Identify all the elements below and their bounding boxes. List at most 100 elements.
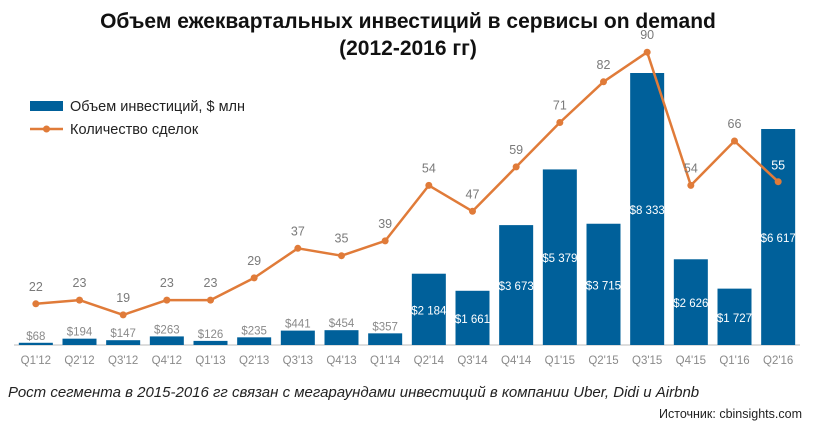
deals-value-label: 59 [509, 143, 523, 157]
deals-point-Q3'13 [294, 244, 302, 252]
bar-value-label: $194 [67, 327, 93, 339]
chart-title-line1: Объем ежеквартальных инвестиций в сервис… [100, 10, 716, 33]
bar-Q3'15 [630, 73, 665, 345]
x-tick-label: Q2'14 [414, 355, 445, 367]
deals-point-Q1'15 [556, 119, 564, 126]
x-tick-label: Q2'16 [763, 355, 793, 367]
deals-point-Q2'13 [250, 274, 258, 282]
deals-value-label: 47 [466, 187, 480, 201]
x-tick-label: Q1'14 [370, 355, 401, 367]
x-tick-label: Q4'13 [326, 355, 356, 367]
deals-value-label: 35 [335, 232, 349, 246]
deals-point-Q2'15 [600, 78, 607, 86]
source-note: Источник: cbinsights.com [659, 407, 802, 421]
bar-value-label: $1 727 [717, 313, 752, 325]
deals-line [35, 50, 780, 317]
bar-Q4'13 [324, 330, 359, 345]
deals-value-label: 29 [247, 254, 261, 268]
bar-Q1'13 [193, 340, 228, 345]
deals-value-label: 54 [684, 161, 698, 175]
bar-value-label: $441 [285, 319, 311, 331]
legend-line-label: Количество сделок [70, 122, 199, 138]
x-tick-label: Q3'13 [283, 355, 313, 367]
bar-value-label: $357 [372, 321, 398, 333]
x-tick-label: Q3'15 [632, 355, 662, 367]
deals-point-Q3'14 [469, 207, 476, 215]
x-tick-label: Q1'12 [21, 355, 51, 367]
bar-value-label: $126 [198, 329, 224, 341]
deals-point-Q3'15 [643, 48, 651, 56]
bar-value-label: $6 617 [761, 233, 796, 245]
x-tick-label: Q1'16 [719, 355, 749, 367]
bar-Q2'12 [62, 338, 97, 345]
bar-value-label: $1 661 [455, 314, 490, 326]
bar-Q2'15 [586, 223, 621, 345]
deals-value-label: 39 [378, 217, 392, 231]
x-tick-label: Q3'12 [108, 355, 138, 367]
x-tick-label: Q2'15 [588, 355, 618, 367]
bar-value-label: $68 [26, 331, 45, 343]
x-tick-label: Q4'12 [152, 355, 182, 367]
footnote: Рост сегмента в 2015-2016 гг связан с ме… [8, 384, 700, 401]
bar-Q4'12 [149, 336, 184, 345]
deals-point-Q4'13 [338, 252, 345, 260]
legend-bar-swatch [30, 101, 63, 111]
bar-value-label: $263 [154, 324, 180, 336]
bar-Q3'12 [106, 340, 141, 345]
bar-Q1'16 [717, 288, 752, 345]
bar-value-label: $2 184 [411, 305, 447, 317]
deals-point-Q4'15 [687, 181, 695, 189]
bar-Q4'15 [673, 259, 708, 345]
deals-point-Q2'14 [425, 181, 433, 189]
deals-point-Q1'13 [207, 296, 214, 304]
deals-value-label: 22 [29, 280, 43, 294]
deals-value-label: 37 [291, 224, 305, 238]
deals-value-label: 82 [597, 58, 611, 72]
deals-value-label: 90 [640, 28, 654, 42]
bar-value-label: $235 [241, 325, 267, 337]
bar-value-label: $8 333 [630, 205, 665, 217]
bar-Q1'15 [542, 169, 577, 345]
bar-Q2'13 [237, 337, 272, 345]
bar-value-label: $454 [329, 318, 355, 330]
bar-Q1'14 [368, 333, 403, 345]
x-tick-label: Q4'15 [676, 355, 706, 367]
deals-value-label: 71 [553, 99, 567, 113]
x-tick-label: Q3'14 [457, 355, 488, 367]
deals-value-label: 66 [728, 117, 742, 131]
bar-Q2'14 [411, 273, 446, 345]
deals-point-Q1'12 [32, 300, 40, 308]
legend: Объем инвестиций, $ млн Количество сдело… [30, 99, 245, 138]
bar-value-label: $147 [110, 328, 136, 340]
deals-value-label: 23 [160, 276, 174, 290]
x-tick-label: Q1'15 [545, 355, 575, 367]
x-tick-label: Q2'12 [64, 355, 94, 367]
deals-point-Q4'14 [512, 163, 520, 171]
deals-value-label: 23 [73, 276, 87, 290]
deals-value-label: 55 [771, 159, 785, 173]
chart-title-line2: (2012-2016 гг) [339, 37, 477, 60]
bar-Q3'14 [455, 290, 490, 345]
legend-bar-label: Объем инвестиций, $ млн [70, 99, 245, 115]
bar-value-label: $3 673 [499, 281, 534, 293]
bar-value-label: $3 715 [586, 280, 621, 292]
deals-point-Q3'12 [119, 311, 127, 319]
deals-value-label: 19 [116, 291, 130, 305]
x-tick-label: Q4'14 [501, 355, 532, 367]
deals-point-Q1'16 [731, 137, 738, 145]
x-tick-label: Q2'13 [239, 355, 269, 367]
bar-Q1'12 [18, 342, 53, 345]
bar-value-label: $2 626 [673, 298, 708, 310]
deals-value-label: 54 [422, 161, 436, 175]
deals-point-Q4'12 [163, 296, 171, 304]
bar-Q2'16 [761, 129, 796, 345]
deals-value-label: 23 [204, 276, 218, 290]
bar-Q3'13 [280, 330, 315, 345]
deals-point-Q1'14 [381, 237, 389, 245]
deals-point-Q2'16 [774, 178, 782, 186]
bar-Q4'14 [499, 225, 534, 345]
x-tick-label: Q1'13 [195, 355, 225, 367]
deals-point-Q2'12 [76, 296, 83, 304]
bar-value-label: $5 379 [542, 253, 577, 265]
